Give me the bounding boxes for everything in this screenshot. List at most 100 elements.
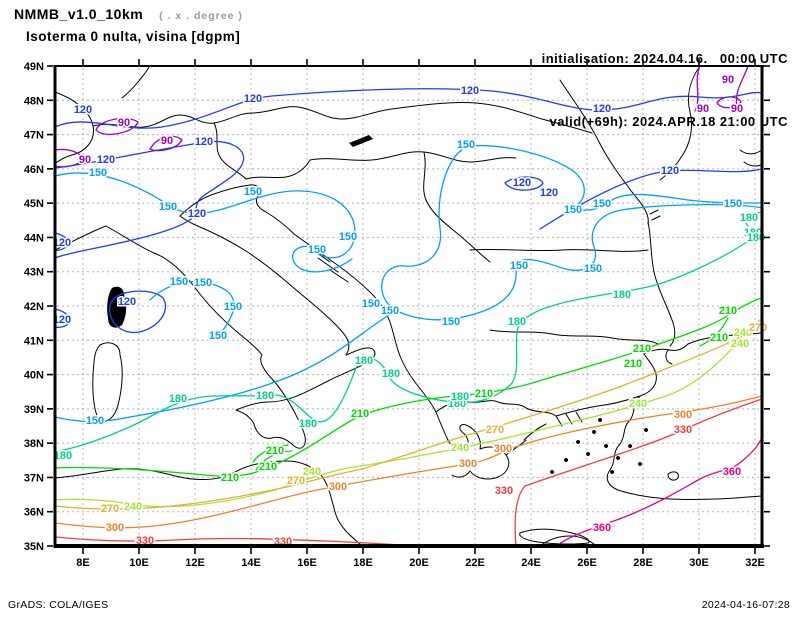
contour-path-90 [95,117,139,135]
contour-path-210 [699,317,729,347]
init-time-label: initialisation: 2024.04.16. 00:00 UTC [541,51,788,66]
contour-label: 120 [188,208,206,220]
contour-path-150 [54,172,356,273]
grads-credit: GrADS: COLA/IGES [8,599,109,611]
contour-label: 330 [495,485,513,497]
contour-label: 240 [629,398,647,410]
contour-label: 150 [593,198,611,210]
contour-label: 180 [256,390,274,402]
lat-axis-label: 49N [24,61,44,73]
border-rhodope [489,329,659,345]
header-right: initialisation: 2024.04.16. 00:00 UTC va… [542,6,788,174]
island-rhodes [667,471,679,481]
contour-label: 210 [259,461,277,473]
contour-label: 210 [221,472,239,484]
contour-path-120 [109,290,167,333]
map-frame [53,65,764,548]
contour-path-240 [54,317,763,508]
contour-label: 180 [355,355,373,367]
contour-path-180 [54,232,763,453]
border-germany-czech [121,65,151,99]
contour-label: 180 [299,418,317,430]
island-sardinia [92,342,123,422]
contour-label: 240 [303,466,321,478]
island-crete [519,528,590,545]
contour-path-330 [514,398,763,547]
header-title-line: NMMB_v1.0_10km ( . x . degree ) [14,6,243,22]
contour-label: 150 [89,167,107,179]
contour-label: 180 [740,212,758,224]
contour-label: 240 [731,338,749,350]
contour-path-150 [381,146,763,321]
lon-axis-label: 12E [185,557,205,569]
contour-label: 180 [448,398,466,410]
contour-label: 150 [564,204,582,216]
header-left: NMMB_v1.0_10km ( . x . degree ) Isoterma … [14,6,243,44]
border-slovenia [245,159,311,180]
contour-label: 150 [584,263,602,275]
contour-label: 210 [624,358,642,370]
contour-label: 150 [86,415,104,427]
contour-label: 150 [194,277,212,289]
lon-axis-label: 22E [465,557,485,569]
lon-axis-label: 8E [76,557,89,569]
contour-label: 270 [287,475,305,487]
border-austria-italy [213,122,247,180]
contour-label: 270 [486,424,504,436]
lon-axis-label: 24E [521,557,541,569]
contour-path-90 [149,135,183,152]
contour-label: 150 [170,276,188,288]
coastline-north-adriatic [179,184,295,235]
lon-axis-label: 28E [633,557,653,569]
contour-path-150 [573,193,763,211]
contour-label: 150 [244,186,262,198]
contour-label: 300 [329,481,347,493]
contour-label: 180 [744,227,762,239]
lat-axis-label: 46N [24,164,44,176]
contour-label: 360 [723,466,741,478]
axis-label-layer: 49N 48N 47N 46N 45N 44N 43N 42N 41N 40N 39N 38N 37N 3… [24,61,765,569]
contour-path-210 [252,444,289,463]
contour-label: 210 [710,332,728,344]
contour-label: 150 [159,201,177,213]
contour-label: 210 [719,305,737,317]
coastline-greece-north [435,400,557,417]
coastline-marmara [643,343,689,365]
border-central-europe [251,101,593,134]
contour-path-120 [504,176,544,191]
coastline-libya [539,535,597,547]
contour-label: 120 [513,177,531,189]
contour-path-150 [465,144,585,209]
contour-path-360 [555,436,763,547]
border-rhine [54,91,94,165]
grid-layer [57,68,760,544]
contour-label: 120 [97,154,115,166]
contour-path-180 [745,211,763,227]
contour-label: 270 [101,503,119,515]
contour-path-120 [539,168,763,230]
contour-label: 150 [381,305,399,317]
contour-label: 150 [362,298,380,310]
contour-label: 360 [593,522,611,534]
contour-label: 180 [451,391,469,403]
lon-axis-label: 18E [353,557,373,569]
contour-path-270 [54,325,763,510]
contour-label: 150 [339,231,357,243]
contour-label: 240 [124,501,142,513]
contour-label: 300 [674,409,692,421]
lat-axis-label: 39N [24,404,44,416]
lat-axis-label: 35N [24,541,44,553]
contour-label: 90 [697,103,709,115]
contour-label: 240 [451,442,469,454]
lon-axis-label: 16E [297,557,317,569]
contour-path-300 [54,395,763,529]
tick-layer [47,59,770,554]
lat-axis-label: 37N [24,472,44,484]
lat-axis-label: 44N [24,232,44,244]
contour-path-90 [735,65,749,112]
contour-label: 150 [724,198,742,210]
contour-path-150 [149,281,235,338]
contour-label: 120 [53,237,71,249]
